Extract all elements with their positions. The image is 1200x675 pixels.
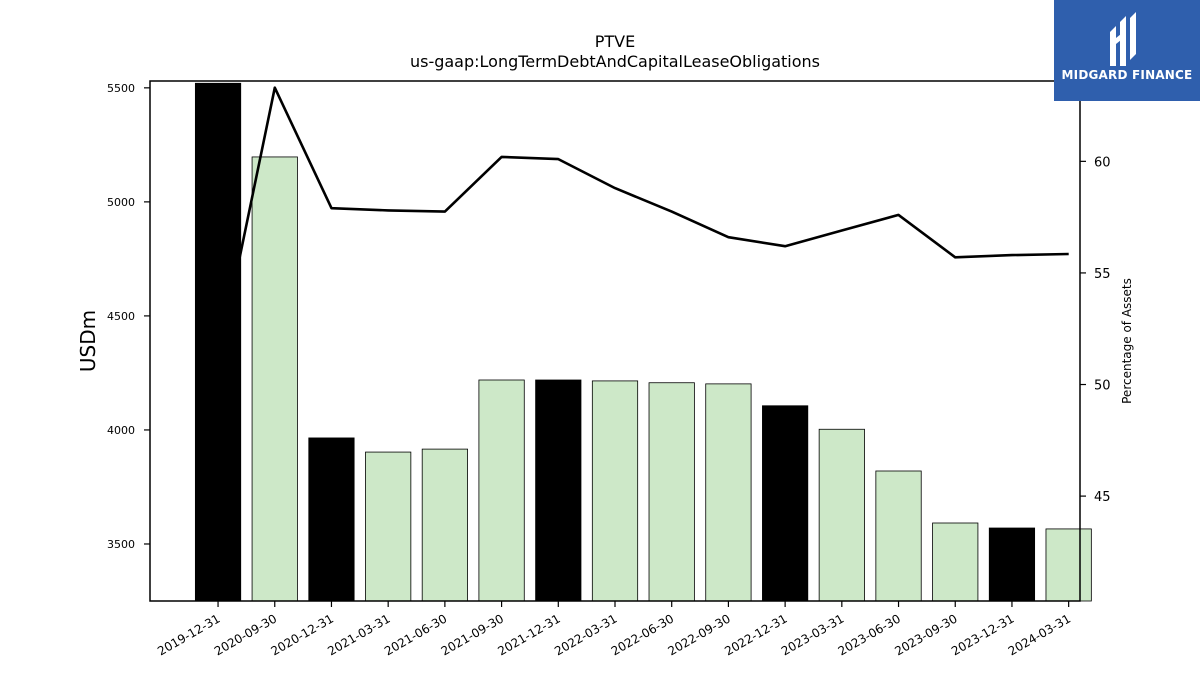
bar-2021-09-30 [478,379,525,602]
x-tick-label: 2019-12-31 [155,611,222,658]
y2-tick-label: 50 [1094,379,1111,394]
bar-2023-03-31 [818,428,865,602]
y-tick-label: 4500 [107,310,135,323]
bar-2021-03-31 [365,451,412,602]
left-axis: 3500 4000 4500 5000 5500 [107,82,150,551]
bar-2023-09-30 [932,522,979,602]
y2-tick-label: 55 [1094,267,1111,282]
chart-title: PTVE [594,32,636,51]
bar-2019-12-31 [194,82,242,602]
x-tick-label: 2020-12-31 [269,611,336,658]
x-tick-label: 2023-12-31 [949,611,1016,658]
y-tick-label: 3500 [107,538,135,551]
x-tick-label: 2022-06-30 [609,611,676,658]
chart-subtitle: us-gaap:LongTermDebtAndCapitalLeaseOblig… [409,52,821,71]
bar-2020-12-31 [308,437,355,602]
bar-2022-03-31 [591,380,639,602]
x-tick-label: 2023-03-31 [779,611,846,658]
bar-2023-06-30 [875,470,922,602]
x-tick-label: 2020-09-30 [212,611,279,658]
bar-2021-06-30 [421,448,468,602]
y-tick-label: 4000 [107,424,135,437]
bar-2022-12-31 [762,405,809,602]
y2-axis-label: Percentage of Assets [1120,278,1134,404]
y-tick-label: 5000 [107,196,135,209]
x-tick-label: 2021-09-30 [439,611,506,658]
x-axis: 2019-12-312020-09-302020-12-312021-03-31… [155,601,1073,658]
bar-2021-12-31 [535,379,582,602]
x-tick-label: 2022-09-30 [666,611,733,658]
brand-logo: MIDGARD FINANCE [1054,0,1200,101]
bar-2024-03-31 [1045,528,1092,602]
x-tick-label: 2024-03-31 [1006,611,1073,658]
x-tick-label: 2021-03-31 [325,611,392,658]
logo-mark-icon [1110,12,1136,66]
bar-series [194,82,1092,602]
bar-2020-09-30 [251,156,298,602]
x-tick-label: 2021-12-31 [495,611,562,658]
x-tick-label: 2022-12-31 [722,611,789,658]
x-tick-label: 2021-06-30 [382,611,449,658]
y-axis-label: USDm [76,310,100,372]
bar-2022-09-30 [705,383,752,602]
right-axis: 45 50 55 60 [1080,155,1111,505]
x-tick-label: 2023-09-30 [892,611,959,658]
x-tick-label: 2023-06-30 [836,611,903,658]
bar-2022-06-30 [648,382,695,602]
y-tick-label: 5500 [107,82,135,95]
y2-tick-label: 45 [1094,490,1111,505]
logo-text: MIDGARD FINANCE [1061,68,1193,82]
bar-2023-12-31 [988,527,1036,602]
percentage-line [216,86,1069,363]
y2-tick-label: 60 [1094,155,1111,170]
x-tick-label: 2022-03-31 [552,611,619,658]
